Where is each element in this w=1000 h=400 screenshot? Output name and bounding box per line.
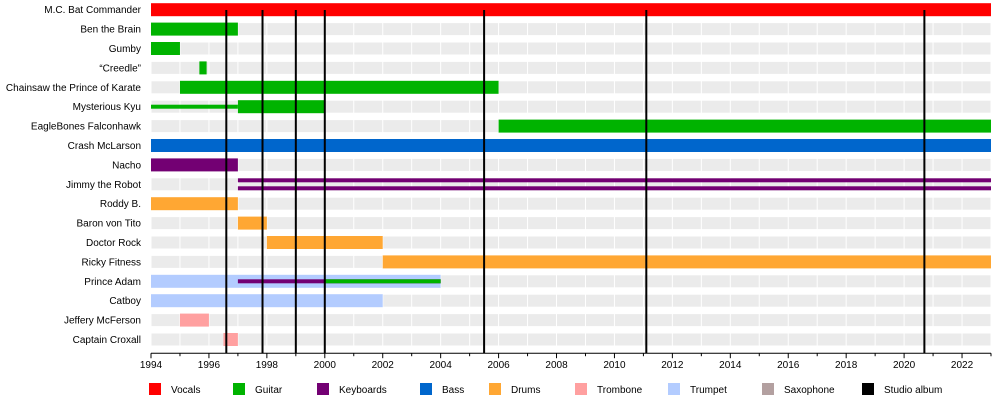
legend-swatch xyxy=(762,383,774,395)
member-label: Doctor Rock xyxy=(86,238,142,249)
member-label: M.C. Bat Commander xyxy=(44,5,141,16)
member-bar xyxy=(179,313,209,327)
x-tick-label: 2020 xyxy=(893,360,916,371)
row-band xyxy=(151,333,991,346)
member-label: Baron von Tito xyxy=(77,219,142,230)
member-label: EagleBones Falconhawk xyxy=(31,122,142,133)
x-tick-label: 2008 xyxy=(545,360,568,371)
member-label: Jimmy the Robot xyxy=(66,180,141,191)
member-label: Mysterious Kyu xyxy=(73,102,141,113)
legend-swatch xyxy=(862,383,874,395)
legend-label: Drums xyxy=(511,385,540,396)
x-tick-label: 1994 xyxy=(140,360,163,371)
member-bar xyxy=(151,22,238,36)
member-label: Roddy B. xyxy=(100,199,141,210)
member-bar xyxy=(382,255,992,269)
member-bar xyxy=(199,61,207,75)
member-label: Jeffery McFerson xyxy=(64,316,141,327)
member-label: Captain Croxall xyxy=(73,335,141,346)
x-tick-label: 2004 xyxy=(430,360,453,371)
legend-swatch xyxy=(489,383,501,395)
legend-swatch xyxy=(575,383,587,395)
member-bar xyxy=(237,178,991,183)
member-bars xyxy=(151,3,992,346)
legend-label: Trombone xyxy=(597,385,643,396)
x-axis: 1994 1996 1998 2000 2002 2004 2006 2008 2010 2012… xyxy=(140,352,992,371)
row-band xyxy=(151,314,991,327)
album-lines xyxy=(225,10,926,354)
member-bar xyxy=(151,42,180,55)
member-bar xyxy=(324,279,441,284)
row-band xyxy=(151,42,991,55)
legend-label: Trumpet xyxy=(690,385,727,396)
member-bar xyxy=(237,216,267,230)
member-label: Prince Adam xyxy=(84,277,141,288)
member-bar xyxy=(237,186,991,191)
legend-swatch xyxy=(233,383,245,395)
member-bar xyxy=(151,294,383,308)
member-label: Ricky Fitness xyxy=(82,257,141,268)
legend-swatch xyxy=(317,383,329,395)
x-tick-label: 2010 xyxy=(603,360,626,371)
member-label: Crash McLarson xyxy=(68,141,141,152)
member-bar xyxy=(151,104,238,109)
x-tick-label: 1998 xyxy=(256,360,279,371)
member-bar xyxy=(151,3,991,17)
member-labels: M.C. Bat Commander Ben the Brain Gumby “Cre… xyxy=(6,5,142,346)
year-gridlines xyxy=(150,0,992,350)
member-label: Catboy xyxy=(109,296,141,307)
member-bar xyxy=(237,100,325,114)
member-bar xyxy=(179,80,499,94)
legend-label: Bass xyxy=(442,385,464,396)
member-label: “Creedle” xyxy=(99,63,141,74)
legend: Vocals Guitar Keyboards Bass Drums Trombone Tr… xyxy=(149,383,942,396)
member-bar xyxy=(151,158,238,172)
member-bar xyxy=(151,197,238,211)
row-band xyxy=(151,23,991,36)
legend-label: Saxophone xyxy=(784,385,835,396)
legend-label: Guitar xyxy=(255,385,283,396)
x-tick-label: 1996 xyxy=(198,360,221,371)
x-tick-label: 2000 xyxy=(314,360,337,371)
x-tick-label: 2022 xyxy=(951,360,974,371)
member-label: Ben the Brain xyxy=(80,25,141,36)
x-tick-label: 2006 xyxy=(487,360,510,371)
legend-swatch xyxy=(420,383,432,395)
x-tick-label: 2012 xyxy=(661,360,684,371)
x-tick-label: 2016 xyxy=(777,360,800,371)
row-band xyxy=(151,197,991,210)
legend-label: Keyboards xyxy=(339,385,387,396)
row-band xyxy=(151,61,991,74)
member-label: Nacho xyxy=(112,160,141,171)
legend-swatch xyxy=(668,383,680,395)
x-tick-label: 2018 xyxy=(835,360,858,371)
member-bar xyxy=(498,119,991,133)
x-tick-label: 2014 xyxy=(719,360,742,371)
row-band xyxy=(151,158,991,171)
member-label: Gumby xyxy=(109,44,141,55)
member-bar xyxy=(151,139,991,152)
row-band xyxy=(151,217,991,230)
legend-swatch xyxy=(149,383,161,395)
member-label: Chainsaw the Prince of Karate xyxy=(6,83,142,94)
row-band xyxy=(151,100,991,113)
legend-label: Studio album xyxy=(884,385,942,396)
x-tick-label: 2002 xyxy=(372,360,395,371)
legend-label: Vocals xyxy=(171,385,200,396)
